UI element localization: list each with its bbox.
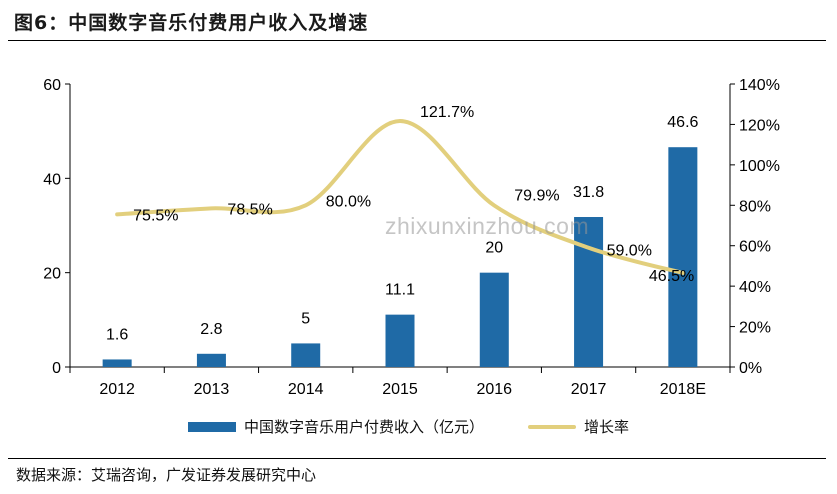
bar: [102, 359, 132, 367]
left-axis-tick-label: 20: [43, 266, 61, 283]
right-axis-tick-label: 80%: [739, 198, 771, 215]
bar: [196, 353, 226, 367]
x-axis-tick-label: 2017: [571, 381, 607, 398]
x-axis-tick-label: 2013: [194, 381, 230, 398]
right-axis-tick-label: 0%: [739, 360, 762, 377]
legend-bar-label: 中国数字音乐用户付费收入（亿元）: [244, 418, 485, 436]
bar: [574, 217, 604, 367]
bar-value-label: 46.6: [667, 114, 698, 131]
source-note: 数据来源：艾瑞咨询，广发证券发展研究中心: [16, 466, 317, 484]
figure-title: 图6：中国数字音乐付费用户收入及增速: [14, 12, 369, 34]
source-rule: [8, 458, 826, 459]
bar: [385, 314, 415, 367]
growth-rate-label: 59.0%: [607, 243, 652, 260]
right-axis-tick-label: 60%: [739, 239, 771, 256]
right-axis-tick-label: 40%: [739, 279, 771, 296]
legend: 中国数字音乐用户付费收入（亿元） 增长率: [188, 416, 629, 437]
right-axis-tick-label: 140%: [739, 77, 780, 94]
bar-value-label: 31.8: [573, 184, 604, 201]
x-axis-tick-label: 2014: [288, 381, 324, 398]
bar-value-label: 1.6: [106, 326, 128, 343]
legend-line-swatch: [528, 424, 577, 429]
growth-rate-label: 46.5%: [649, 268, 694, 285]
x-axis-tick-label: 2016: [476, 381, 512, 398]
growth-rate-label: 79.9%: [514, 187, 559, 204]
left-axis-tick-label: 0: [52, 360, 61, 377]
x-axis-tick-label: 2012: [99, 381, 135, 398]
title-rule: [8, 40, 826, 41]
growth-rate-label: 75.5%: [133, 207, 178, 224]
x-axis-tick-label: 2018E: [660, 381, 706, 398]
growth-rate-label: 80.0%: [326, 193, 371, 210]
x-axis-tick-label: 2015: [382, 381, 418, 398]
bar: [479, 272, 509, 367]
legend-line-label: 增长率: [584, 418, 630, 436]
left-axis-tick-label: 60: [43, 77, 61, 94]
bar: [291, 343, 321, 367]
growth-rate-line: [115, 118, 685, 276]
left-axis-tick-label: 40: [43, 171, 61, 188]
right-axis-tick-label: 100%: [739, 158, 780, 175]
growth-rate-label: 121.7%: [420, 104, 474, 121]
watermark-text: zhixunxinzhou.com: [385, 213, 590, 239]
right-axis-tick-label: 120%: [739, 117, 780, 134]
bar-value-label: 5: [301, 310, 310, 327]
bar-value-label: 20: [485, 240, 503, 257]
bar-value-label: 11.1: [385, 282, 415, 299]
bar-value-label: 2.8: [200, 321, 222, 338]
legend-bar-swatch: [188, 421, 236, 432]
bar: [668, 147, 698, 367]
right-axis-tick-label: 20%: [739, 320, 771, 337]
growth-rate-label: 78.5%: [227, 201, 272, 218]
